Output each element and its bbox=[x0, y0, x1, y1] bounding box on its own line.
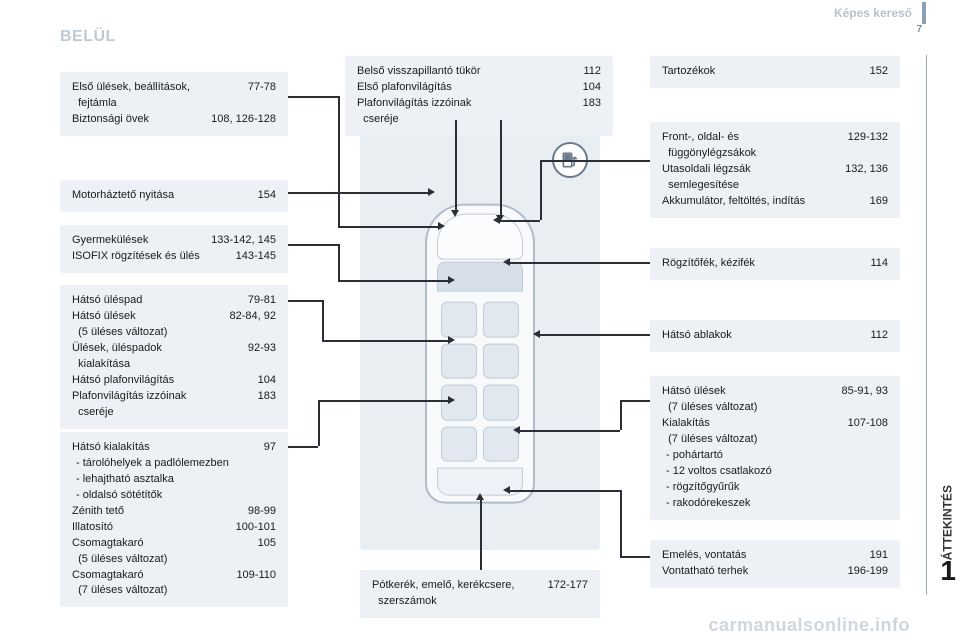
label: Pótkerék, emelő, kerékcsere, szerszámok bbox=[372, 578, 514, 610]
page-ref: 183 bbox=[583, 96, 601, 128]
page-ref: 100-101 bbox=[236, 520, 276, 536]
page-ref: 85-91, 93 bbox=[842, 384, 888, 416]
bullet: lehajtható asztalka bbox=[76, 472, 276, 488]
page-ref: 112 bbox=[870, 328, 888, 344]
bullet: oldalsó sötétítők bbox=[76, 488, 276, 504]
label: Hátsó üléspad bbox=[72, 293, 142, 309]
label: Vontatható terhek bbox=[662, 564, 748, 580]
watermark: carmanualsonline.info bbox=[708, 615, 910, 636]
callout-left-4: Hátsó üléspad 79-81 Hátsó ülések (5 ülése… bbox=[60, 285, 288, 429]
label: Tartozékok bbox=[662, 64, 715, 80]
page-ref: 191 bbox=[870, 548, 888, 564]
label: Kialakítás (7 üléses változat) bbox=[662, 416, 757, 448]
page-ref: 97 bbox=[264, 440, 276, 456]
bullet: pohártartó bbox=[666, 448, 888, 464]
page-title: BELÜL bbox=[60, 28, 116, 46]
label: Front-, oldal- és függönylégzsákok bbox=[662, 130, 756, 162]
label: Biztonsági övek bbox=[72, 112, 149, 128]
page-ref: 112 bbox=[583, 64, 601, 80]
label: Első ülések, beállítások, fejtámla bbox=[72, 80, 190, 112]
bullet-list: tárolóhelyek a padlólemezben lehajtható … bbox=[72, 456, 276, 504]
bullet: rakodórekeszek bbox=[666, 496, 888, 512]
callout-top: Belső visszapillantó tükör 112 Első plafo… bbox=[345, 56, 613, 136]
page-ref: 183 bbox=[258, 389, 276, 421]
page-ref: 133-142, 145 bbox=[211, 233, 276, 249]
side-tab: ÁTTEKINTÉS 1 bbox=[926, 55, 960, 595]
callout-right-1: Tartozékok 152 bbox=[650, 56, 900, 88]
label: Motorháztető nyitása bbox=[72, 188, 174, 204]
label: Rögzítőfék, kézifék bbox=[662, 256, 755, 272]
page-ref: 154 bbox=[258, 188, 276, 204]
bullet: rögzítőgyűrűk bbox=[666, 480, 888, 496]
label: Utasoldali légzsák semlegesítése bbox=[662, 162, 751, 194]
label: Hátsó kialakítás bbox=[72, 440, 150, 456]
callout-left-2: Motorháztető nyitása 154 bbox=[60, 180, 288, 212]
label: Csomagtakaró (7 üléses változat) bbox=[72, 568, 167, 600]
page-ref: 114 bbox=[870, 256, 888, 272]
bullet: 12 voltos csatlakozó bbox=[666, 464, 888, 480]
callout-left-3: Gyermekülések 133-142, 145 ISOFIX rögzíté… bbox=[60, 225, 288, 273]
page-ref: 109-110 bbox=[236, 568, 276, 600]
page-ref: 98-99 bbox=[248, 504, 276, 520]
bullet-list: pohártartó 12 voltos csatlakozó rögzítőg… bbox=[662, 448, 888, 512]
side-tab-label: ÁTTEKINTÉS bbox=[940, 485, 954, 560]
car-outline bbox=[415, 184, 545, 524]
label: Belső visszapillantó tükör bbox=[357, 64, 481, 80]
page-ref: 169 bbox=[870, 194, 888, 210]
page-ref: 152 bbox=[870, 64, 888, 80]
page-number: 7 bbox=[916, 24, 922, 35]
callout-right-4: Hátsó ablakok 112 bbox=[650, 320, 900, 352]
callout-right-6: Emelés, vontatás 191 Vontatható terhek 196… bbox=[650, 540, 900, 588]
page-ref: 107-108 bbox=[848, 416, 888, 448]
label: Hátsó plafonvilágítás bbox=[72, 373, 174, 389]
label: Zénith tető bbox=[72, 504, 124, 520]
label: Csomagtakaró (5 üléses változat) bbox=[72, 536, 167, 568]
page-ref: 77-78 bbox=[248, 80, 276, 112]
manual-page: Képes kereső 7 BELÜL ÁTTEKINTÉS 1 bbox=[0, 0, 960, 640]
page-ref: 108, 126-128 bbox=[211, 112, 276, 128]
label: Gyermekülések bbox=[72, 233, 148, 249]
bullet: tárolóhelyek a padlólemezben bbox=[76, 456, 276, 472]
label: ISOFIX rögzítések és ülés bbox=[72, 249, 200, 265]
label: Hátsó ablakok bbox=[662, 328, 732, 344]
page-ref: 129-132 bbox=[848, 130, 888, 162]
callout-left-1: Első ülések, beállítások, fejtámla77-78 … bbox=[60, 72, 288, 136]
callout-right-5: Hátsó ülések (7 üléses változat) 85-91, 9… bbox=[650, 376, 900, 520]
label: Emelés, vontatás bbox=[662, 548, 746, 564]
callout-bottom: Pótkerék, emelő, kerékcsere, szerszámok 1… bbox=[360, 570, 600, 618]
page-ref: 143-145 bbox=[236, 249, 276, 265]
page-ref: 104 bbox=[258, 373, 276, 389]
page-ref: 196-199 bbox=[848, 564, 888, 580]
label: Első plafonvilágítás bbox=[357, 80, 452, 96]
label: Hátsó ülések (5 üléses változat) bbox=[72, 309, 167, 341]
chapter-number: 1 bbox=[940, 555, 956, 587]
label: Akkumulátor, feltöltés, indítás bbox=[662, 194, 805, 210]
label: Ülések, üléspadok kialakítása bbox=[72, 341, 162, 373]
callout-right-3: Rögzítőfék, kézifék 114 bbox=[650, 248, 900, 280]
page-ref: 92-93 bbox=[248, 341, 276, 373]
page-ref: 132, 136 bbox=[845, 162, 888, 194]
page-ref: 172-177 bbox=[548, 578, 588, 610]
label: Illatosító bbox=[72, 520, 113, 536]
label: Plafonvilágítás izzóinak cseréje bbox=[72, 389, 186, 421]
callout-left-5: Hátsó kialakítás 97 tárolóhelyek a padlól… bbox=[60, 432, 288, 607]
callout-right-2: Front-, oldal- és függönylégzsákok 129-13… bbox=[650, 122, 900, 218]
page-ref: 82-84, 92 bbox=[230, 309, 276, 341]
page-ref: 79-81 bbox=[248, 293, 276, 309]
header-section: Képes kereső bbox=[834, 6, 912, 20]
label: Hátsó ülések (7 üléses változat) bbox=[662, 384, 757, 416]
page-ref: 105 bbox=[258, 536, 276, 568]
page-ref: 104 bbox=[583, 80, 601, 96]
